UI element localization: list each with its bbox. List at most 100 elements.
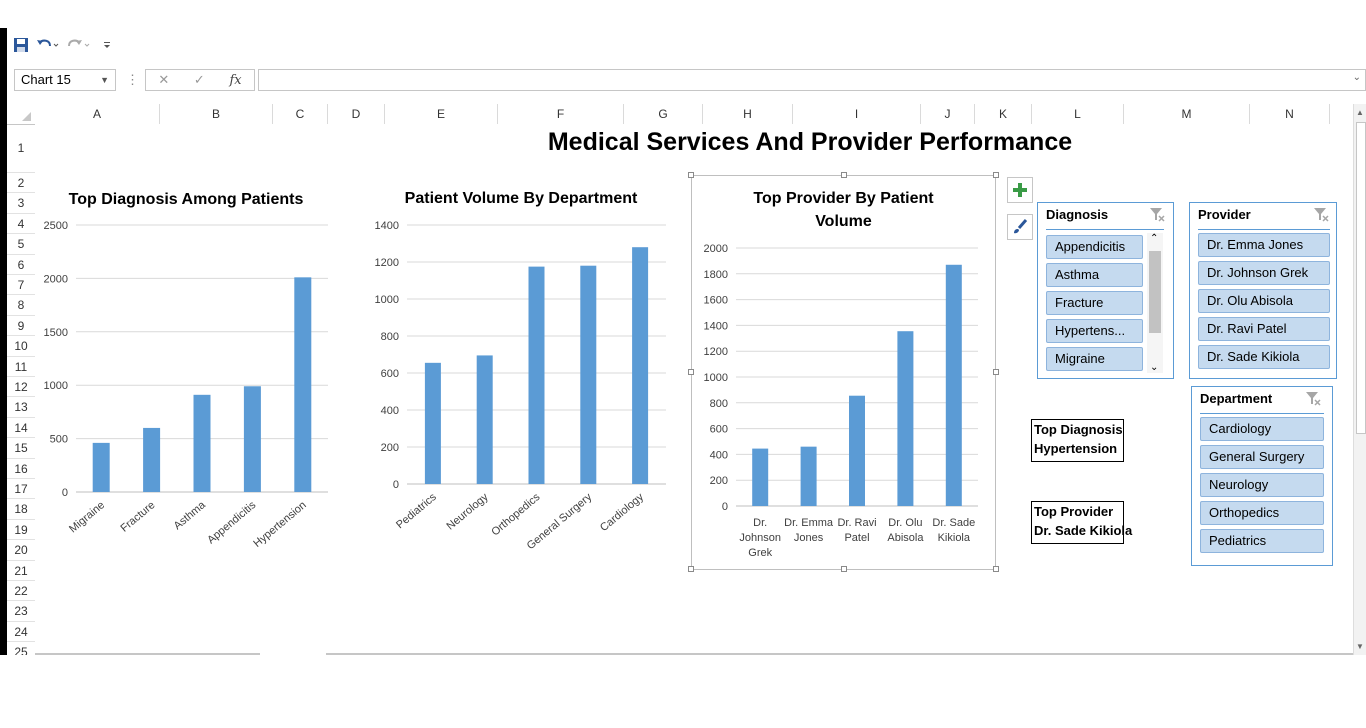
slicer-item[interactable]: Neurology [1200, 473, 1324, 497]
name-box[interactable]: Chart 15 ▼ [14, 69, 116, 91]
column-header-f[interactable]: F [498, 104, 624, 124]
row-header-17[interactable]: 17 [7, 479, 35, 500]
row-header-7[interactable]: 7 [7, 275, 35, 296]
slicer-item[interactable]: Dr. Ravi Patel [1198, 317, 1330, 341]
row-header-4[interactable]: 4 [7, 214, 35, 235]
redo-icon[interactable] [64, 36, 94, 54]
row-header-25[interactable]: 25 [7, 642, 35, 655]
row-header-10[interactable]: 10 [7, 336, 35, 357]
chart-top-provider[interactable]: Top Provider By Patient Volume 0 200 400 60… [691, 175, 996, 570]
column-header-l[interactable]: L [1032, 104, 1124, 124]
row-header-9[interactable]: 9 [7, 316, 35, 337]
bar[interactable] [528, 266, 545, 484]
row-header-14[interactable]: 14 [7, 418, 35, 439]
column-header-g[interactable]: G [624, 104, 703, 124]
bar[interactable] [92, 442, 110, 492]
bar[interactable] [752, 448, 769, 506]
bar[interactable] [632, 247, 649, 484]
column-header-e[interactable]: E [385, 104, 498, 124]
row-header-6[interactable]: 6 [7, 255, 35, 275]
chart-patient-volume[interactable]: Patient Volume By Department 0 200 400 600 8… [366, 185, 676, 555]
row-header-12[interactable]: 12 [7, 377, 35, 398]
row-header-20[interactable]: 20 [7, 540, 35, 561]
bar[interactable] [143, 427, 161, 492]
resize-handle[interactable] [688, 566, 694, 572]
bar[interactable] [897, 331, 914, 506]
slicer-item[interactable]: General Surgery [1200, 445, 1324, 469]
row-header-3[interactable]: 3 [7, 193, 35, 214]
column-header-k[interactable]: K [975, 104, 1032, 124]
slicer-item[interactable]: Dr. Johnson Grek [1198, 261, 1330, 285]
resize-handle[interactable] [688, 369, 694, 375]
chart-top-diagnosis[interactable]: Top Diagnosis Among Patients 0 500 1000 150… [36, 185, 336, 555]
formula-input[interactable]: ⌄ [258, 69, 1366, 91]
row-header-1[interactable]: 1 [7, 124, 35, 173]
row-header-21[interactable]: 21 [7, 561, 35, 581]
clear-filter-icon[interactable] [1304, 389, 1322, 407]
resize-handle[interactable] [993, 369, 999, 375]
column-header-i[interactable]: I [793, 104, 921, 124]
slicer-item[interactable]: Appendicitis [1046, 235, 1143, 259]
row-header-16[interactable]: 16 [7, 459, 35, 479]
resize-handle[interactable] [688, 172, 694, 178]
row-header-13[interactable]: 13 [7, 397, 35, 418]
row-header-15[interactable]: 15 [7, 438, 35, 459]
row-header-19[interactable]: 19 [7, 520, 35, 541]
slicer-item[interactable]: Dr. Olu Abisola [1198, 289, 1330, 313]
row-header-8[interactable]: 8 [7, 295, 35, 316]
bar[interactable] [476, 355, 493, 484]
bar[interactable] [849, 395, 865, 506]
column-header-c[interactable]: C [273, 104, 328, 124]
column-header-h[interactable]: H [703, 104, 793, 124]
resize-handle[interactable] [993, 172, 999, 178]
slicer-item[interactable]: Hypertens... [1046, 319, 1143, 343]
row-header-24[interactable]: 24 [7, 622, 35, 643]
row-header-22[interactable]: 22 [7, 581, 35, 602]
bar[interactable] [424, 362, 441, 484]
clear-filter-icon[interactable] [1312, 205, 1330, 223]
resize-handle[interactable] [993, 566, 999, 572]
enter-icon[interactable]: ✓ [193, 72, 205, 87]
slicer-scrollbar[interactable]: ⌃ ⌄ [1147, 233, 1163, 373]
customize-icon[interactable] [98, 36, 116, 54]
scroll-thumb[interactable] [1149, 251, 1161, 333]
slicer-item[interactable]: Orthopedics [1200, 501, 1324, 525]
bar[interactable] [243, 386, 261, 492]
scroll-down-icon[interactable]: ⌄ [1150, 362, 1159, 373]
expand-formula-icon[interactable]: ⌄ [1352, 72, 1361, 83]
select-all-corner[interactable] [7, 104, 35, 124]
column-header-m[interactable]: M [1124, 104, 1250, 124]
scroll-down-icon[interactable]: ▼ [1356, 642, 1364, 651]
bar[interactable] [580, 265, 597, 484]
row-header-18[interactable]: 18 [7, 499, 35, 520]
resize-handle[interactable] [841, 566, 847, 572]
resize-handle[interactable] [841, 172, 847, 178]
slicer-item[interactable]: Dr. Emma Jones [1198, 233, 1330, 257]
scroll-thumb[interactable] [1356, 122, 1366, 434]
fx-icon[interactable]: fx [229, 72, 242, 88]
bar[interactable] [193, 394, 211, 492]
column-header-a[interactable]: A [35, 104, 160, 124]
slicer-item[interactable]: Cardiology [1200, 417, 1324, 441]
column-header-j[interactable]: J [921, 104, 975, 124]
row-header-5[interactable]: 5 [7, 234, 35, 255]
scroll-up-icon[interactable]: ⌃ [1150, 233, 1159, 244]
bar[interactable] [800, 446, 817, 506]
slicer-item[interactable]: Fracture [1046, 291, 1143, 315]
clear-filter-icon[interactable] [1148, 205, 1166, 223]
slicer-item[interactable]: Asthma [1046, 263, 1143, 287]
column-header-d[interactable]: D [328, 104, 385, 124]
vertical-scrollbar[interactable]: ▲ ▼ [1353, 104, 1366, 655]
row-header-23[interactable]: 23 [7, 601, 35, 622]
chevron-down-icon[interactable]: ▼ [100, 75, 109, 85]
column-header-b[interactable]: B [160, 104, 273, 124]
scroll-up-icon[interactable]: ▲ [1356, 108, 1364, 117]
slicer-item[interactable]: Dr. Sade Kikiola [1198, 345, 1330, 369]
bar[interactable] [945, 264, 962, 506]
save-icon[interactable] [12, 36, 30, 54]
row-header-11[interactable]: 11 [7, 357, 35, 377]
slicer-item[interactable]: Migraine [1046, 347, 1143, 371]
chart-styles-button[interactable] [1007, 214, 1033, 240]
bar[interactable] [294, 277, 312, 492]
undo-icon[interactable] [34, 36, 60, 54]
